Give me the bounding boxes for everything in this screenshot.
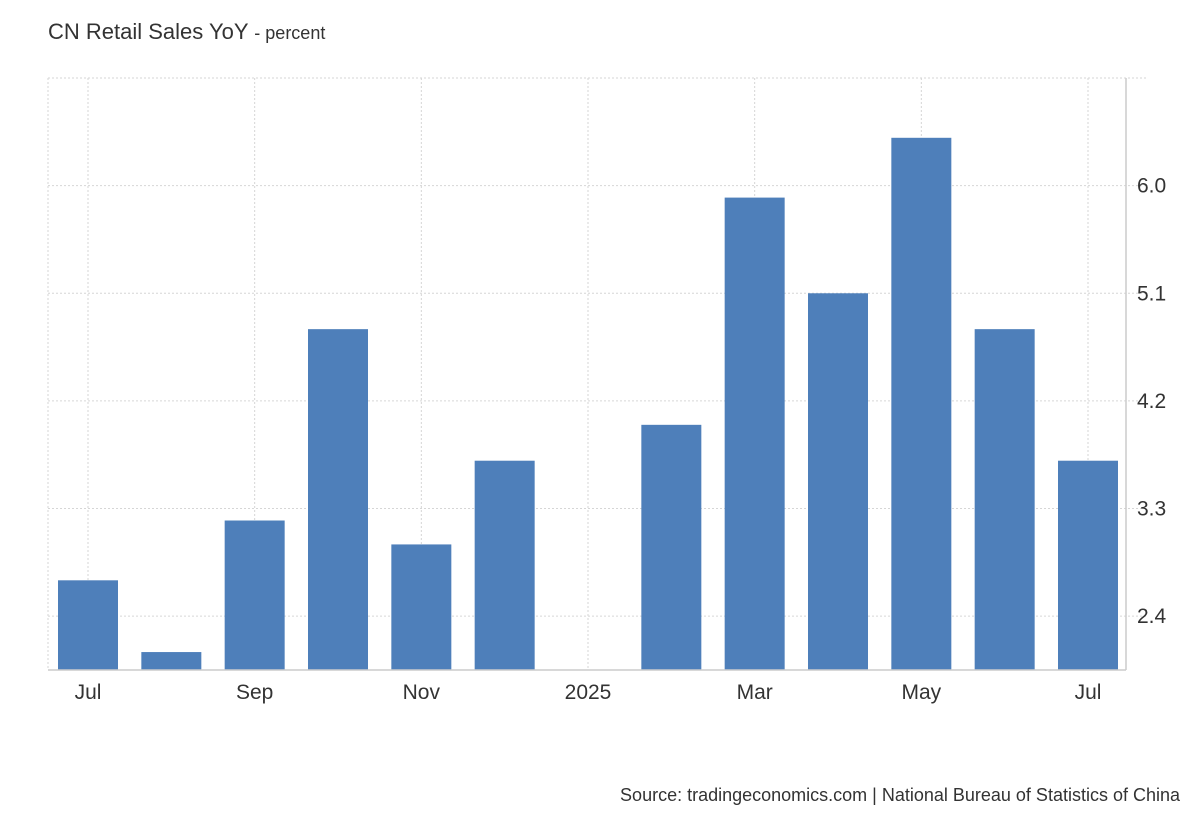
y-tick-label: 2.4 (1137, 605, 1167, 628)
chart-title: CN Retail Sales YoY - percent (48, 19, 325, 45)
y-tick-label: 3.3 (1137, 498, 1166, 521)
x-tick-label: May (901, 681, 941, 704)
bars (58, 137, 1118, 671)
y-tick-label: 4.2 (1137, 390, 1166, 413)
bar[interactable] (224, 520, 285, 670)
x-tick-label: Jul (75, 681, 102, 704)
bar[interactable] (474, 460, 535, 670)
axes (48, 78, 1127, 671)
bar[interactable] (308, 329, 368, 670)
bar[interactable] (808, 293, 868, 670)
x-tick-label: Nov (403, 681, 441, 704)
tick-labels: 2.4 3.3 4.2 5.1 6.0 Jul Sep Nov 2025 Mar May Jul (75, 175, 1167, 704)
bar[interactable] (1058, 460, 1118, 670)
bar[interactable] (141, 652, 202, 670)
chart-subtitle: - percent (254, 23, 326, 43)
x-tick-label: 2025 (565, 681, 612, 704)
bar[interactable] (641, 424, 702, 670)
bar[interactable] (974, 329, 1035, 670)
bar[interactable] (391, 544, 452, 670)
x-tick-label: Sep (236, 681, 273, 704)
source-attribution: Source: tradingeconomics.com | National … (620, 785, 1180, 805)
bar[interactable] (891, 137, 952, 670)
bar[interactable] (724, 197, 785, 671)
y-tick-label: 5.1 (1137, 282, 1166, 305)
y-tick-label: 6.0 (1137, 175, 1166, 198)
x-tick-label: Mar (737, 681, 773, 704)
chart-title-text: CN Retail Sales YoY (48, 19, 249, 44)
x-tick-label: Jul (1075, 681, 1102, 704)
bar[interactable] (58, 580, 118, 670)
